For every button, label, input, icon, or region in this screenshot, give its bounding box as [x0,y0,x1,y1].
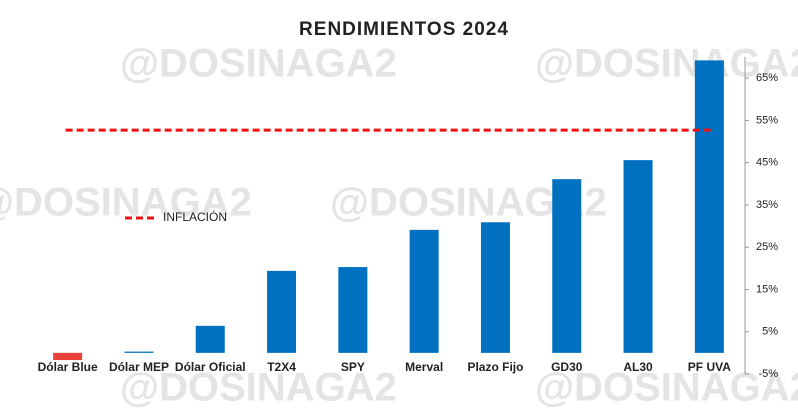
x-tick-label: Dólar Oficial [175,360,246,374]
bar [480,222,510,353]
bar [409,229,439,353]
x-tick-label: AL30 [623,360,653,374]
y-tick-label: -5% [758,368,778,380]
y-tick-label: 15% [756,283,778,295]
x-tick-label: SPY [341,360,365,374]
x-tick-label: Dólar MEP [109,360,169,374]
x-tick-label: GD30 [551,360,583,374]
bar [694,60,724,353]
watermark: @DOSINAGA2 [535,366,798,410]
watermark: @DOSINAGA2 [120,366,397,410]
bar [53,352,83,361]
y-tick-label: 25% [756,241,778,253]
bar [552,179,582,353]
x-tick-label: Merval [405,360,443,374]
bar [195,325,225,353]
legend-label: INFLACIÓN [163,209,227,224]
bar [338,267,368,353]
bar [124,351,154,353]
x-tick-label: T2X4 [267,360,296,374]
x-tick-label: PF UVA [688,360,731,374]
y-tick-label: 35% [756,199,778,211]
y-tick-label: 55% [756,114,778,126]
x-tick-label: Dólar Blue [38,360,98,374]
x-tick-label: Plazo Fijo [467,360,523,374]
y-tick-label: 65% [756,72,778,84]
y-tick-label: 5% [762,326,778,338]
y-tick-label: 45% [756,157,778,169]
watermark: @DOSINAGA2 [535,42,798,86]
chart-title: RENDIMIENTOS 2024 [299,19,509,40]
bar [267,270,297,353]
bar [623,160,653,353]
watermark: @DOSINAGA2 [120,42,397,86]
watermarks: @DOSINAGA2 @DOSINAGA2 @DOSINAGA2 @DOSINA… [0,42,798,410]
